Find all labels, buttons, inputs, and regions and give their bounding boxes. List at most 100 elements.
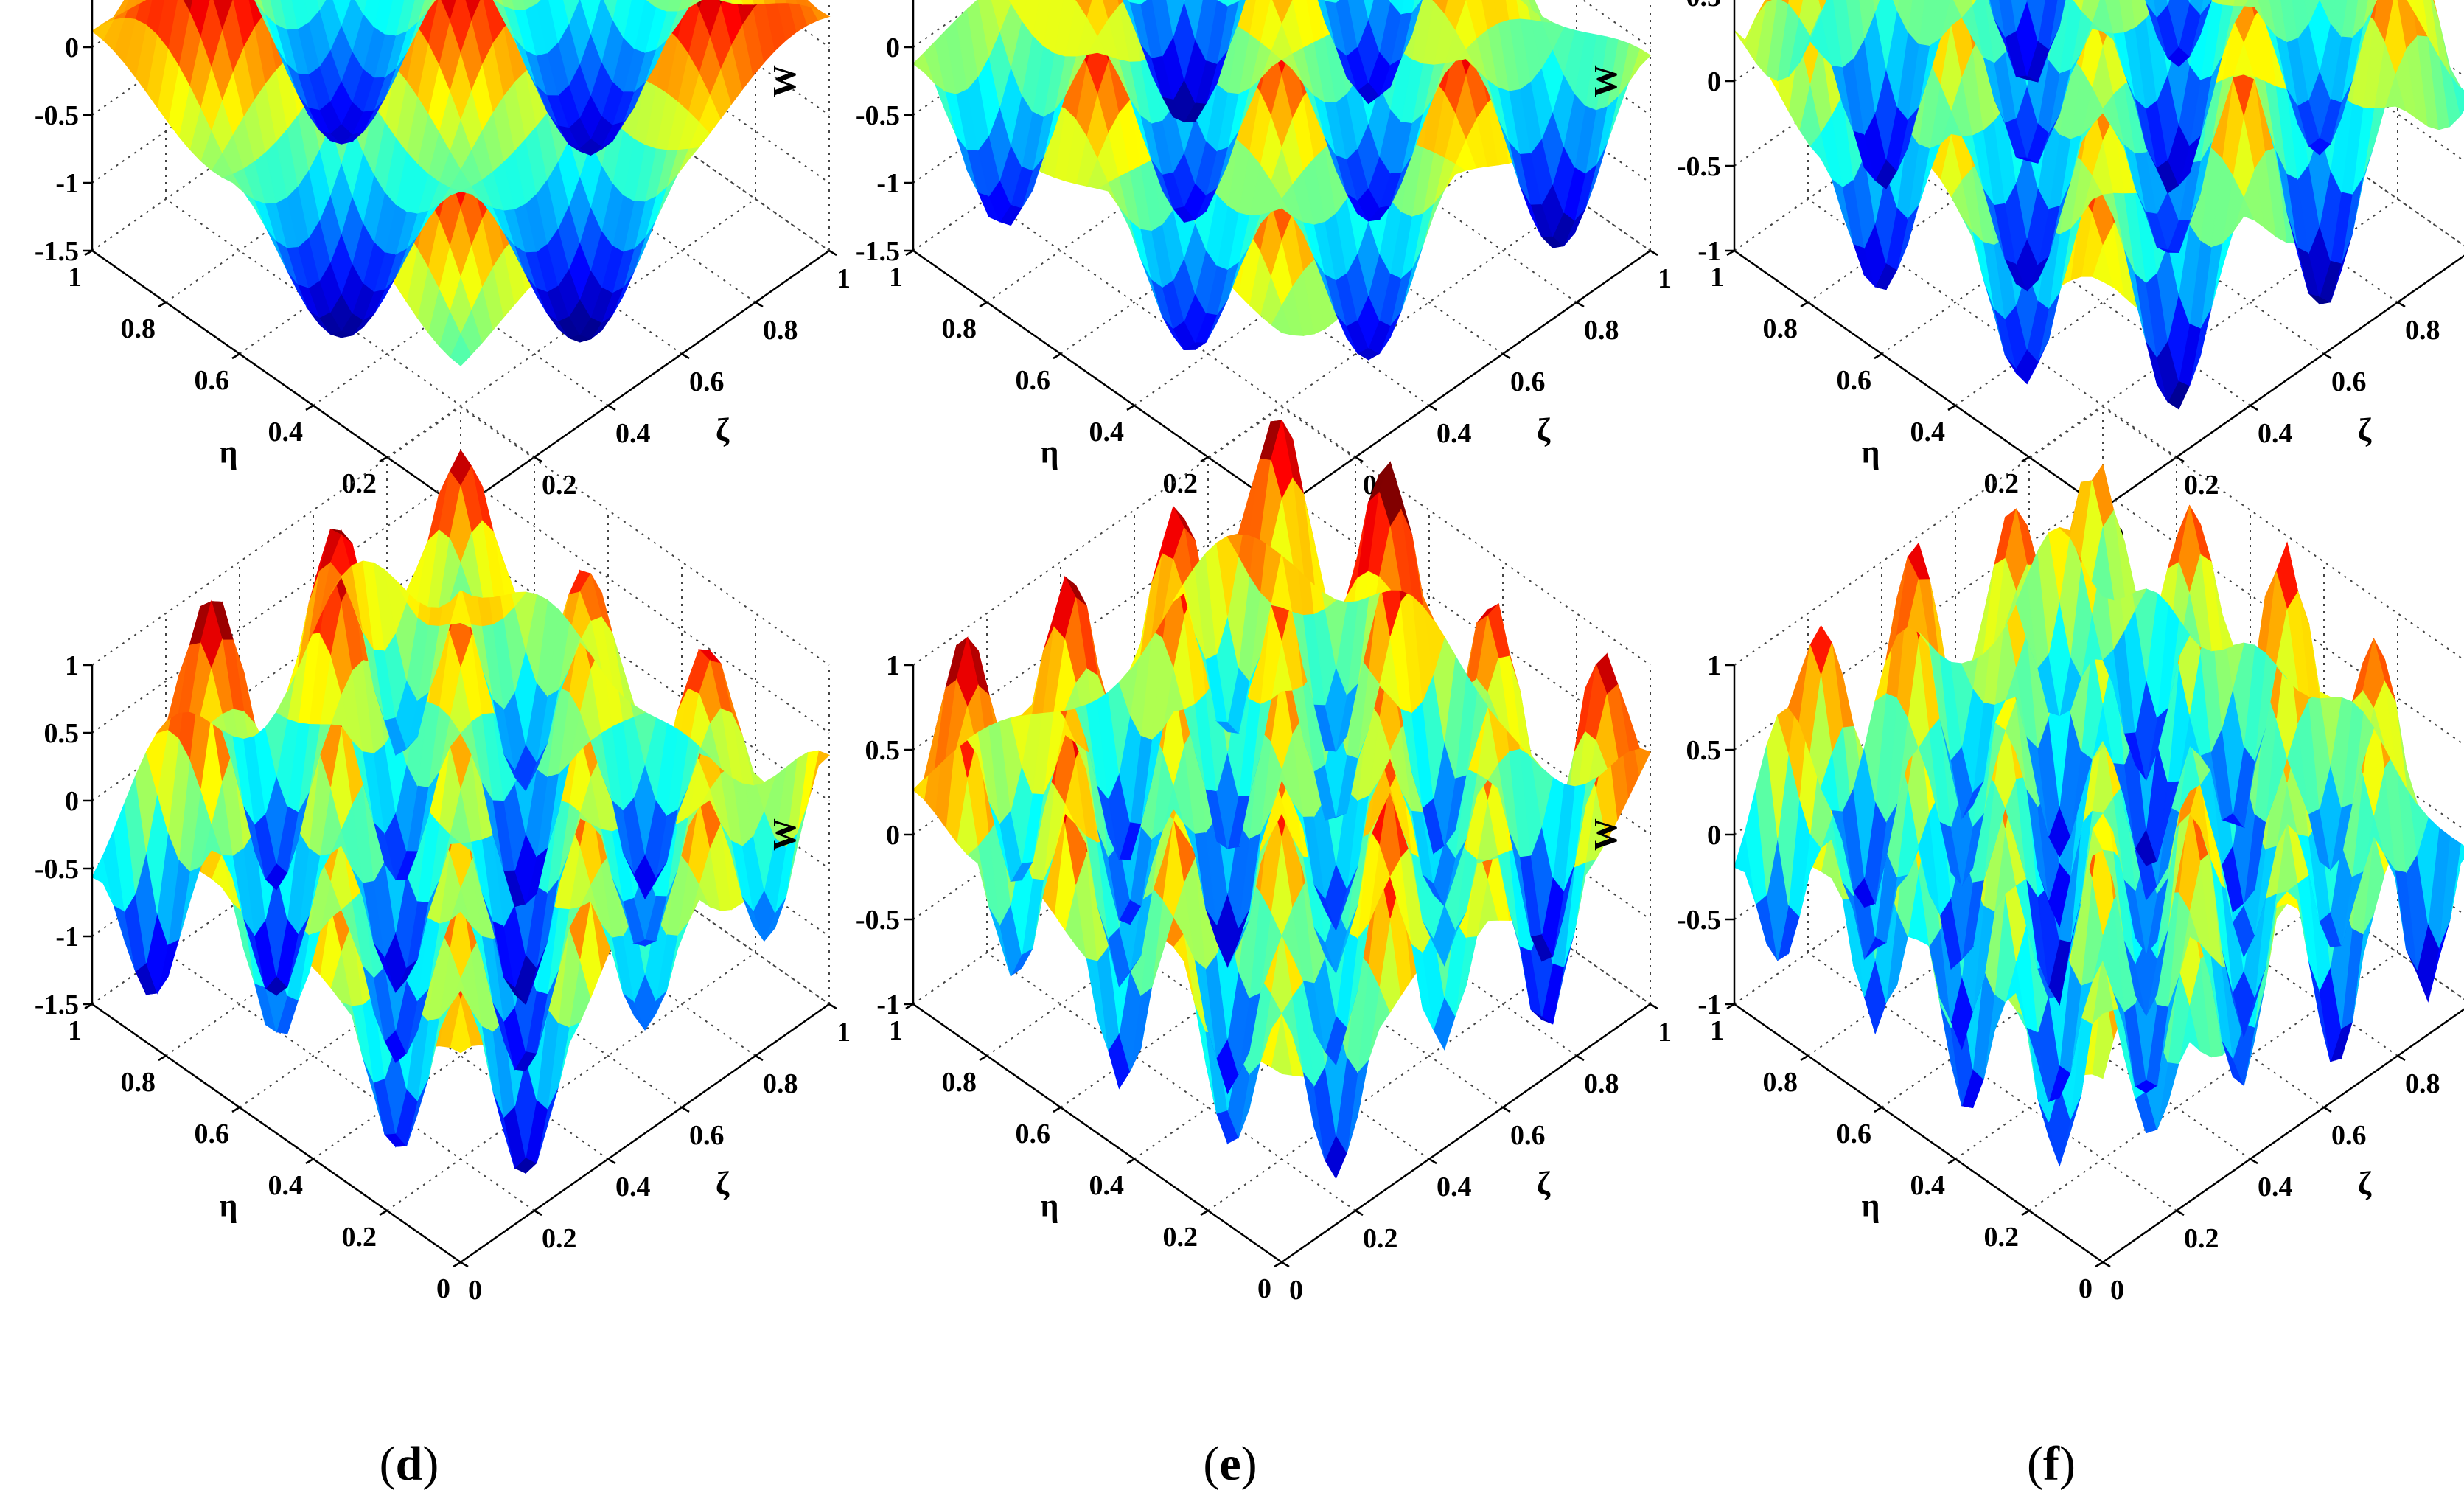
zeta-tick-mark — [2323, 352, 2332, 360]
w-tick-label: -0.5 — [1677, 151, 1721, 182]
eta-tick-mark — [231, 352, 240, 360]
w-tick-label: -1.5 — [35, 236, 79, 267]
zeta-tick-label: 0.8 — [1584, 315, 1619, 346]
surface-facet — [563, 0, 579, 25]
w-tick-label: 0 — [886, 32, 900, 63]
w-tick-label: -1.5 — [856, 236, 900, 267]
panel-d: 000.20.20.40.40.60.60.80.811-1.5-1-0.500… — [35, 406, 851, 1491]
w-tick-label: -1 — [1697, 236, 1721, 267]
surface-facet — [134, 0, 147, 7]
surface-facet — [291, 0, 310, 29]
surface-facet — [394, 0, 415, 36]
zeta-tick-mark — [2250, 404, 2258, 411]
surface — [912, 0, 1651, 361]
grid-line — [239, 147, 609, 406]
eta-tick-label: 1 — [68, 262, 82, 293]
zeta-axis-line — [460, 249, 830, 510]
w-tick-label: 0.5 — [44, 718, 80, 749]
zeta-tick-label: 0.8 — [2405, 315, 2440, 346]
surface — [912, 420, 1651, 1180]
eta-tick-mark — [1800, 301, 1809, 308]
w-tick-label: 0 — [65, 786, 79, 817]
w-tick-label: -1 — [55, 922, 79, 953]
w-tick-label: -0.5 — [35, 100, 79, 131]
w-tick-label: -0.5 — [856, 100, 900, 131]
eta-tick-label: 0.4 — [1089, 417, 1125, 448]
panel-caption: (d) — [380, 1437, 439, 1491]
eta-tick-mark — [379, 456, 388, 463]
zeta-tick-label: 0.6 — [1510, 366, 1546, 397]
w-tick-label: 0.5 — [1686, 0, 1722, 13]
eta-tick-mark — [305, 404, 314, 411]
surface-facet — [449, 0, 472, 53]
zeta-tick-mark — [755, 1054, 764, 1062]
surface-facet — [200, 0, 223, 67]
zeta-tick-mark — [828, 249, 837, 257]
surface-facet — [764, 0, 786, 52]
eta-tick-label: 0.6 — [195, 365, 230, 396]
zeta-tick-mark — [1576, 301, 1585, 308]
eta-tick-mark — [158, 1054, 167, 1062]
zeta-tick-mark — [607, 404, 616, 411]
surface-facet — [495, 0, 505, 7]
grid-line — [1207, 198, 1577, 458]
eta-tick-mark — [231, 1106, 240, 1113]
zeta-axis-label: ζ — [716, 412, 730, 448]
eta-tick-label: 0 — [436, 1273, 450, 1304]
surface-facet — [427, 0, 450, 66]
surface-facet — [280, 0, 299, 30]
surface-facet — [753, 0, 776, 63]
zeta-tick-label: 0.6 — [689, 366, 725, 397]
zeta-axis-label: ζ — [716, 1166, 730, 1202]
surface-facet — [677, 0, 694, 12]
surface-facet — [655, 0, 670, 12]
eta-tick-label: 0.2 — [1163, 468, 1198, 499]
grid-line — [91, 0, 355, 184]
eta-tick-mark — [158, 301, 167, 308]
w-tick-label: -1 — [876, 168, 900, 199]
eta-tick-label: 0.8 — [121, 313, 156, 344]
panel-b: 000.20.20.40.40.60.60.80.811-1.5-1-0.500… — [767, 0, 1672, 737]
grid-line — [1060, 147, 1430, 406]
grid-line — [1134, 147, 1504, 406]
surface-facet — [270, 0, 288, 30]
surface-facet — [603, 0, 618, 21]
surface-facet — [465, 0, 481, 21]
eta-tick-mark — [1053, 352, 1061, 360]
zeta-tick-mark — [2397, 301, 2406, 308]
grid-line — [386, 43, 756, 303]
eta-tick-mark — [1874, 352, 1882, 360]
zeta-tick-mark — [681, 1106, 690, 1113]
eta-tick-label: 0.4 — [268, 417, 304, 448]
surface-facet — [384, 0, 405, 36]
caption-letter: d — [396, 1437, 423, 1491]
eta-tick-mark — [1126, 404, 1135, 411]
surface-facet — [304, 0, 321, 23]
w-tick-label: 1 — [65, 650, 79, 681]
zeta-tick-label: 1 — [837, 1017, 851, 1048]
zeta-tick-mark — [1428, 404, 1437, 411]
grid-line — [91, 0, 452, 251]
zeta-tick-mark — [607, 1158, 616, 1165]
surface-facet — [183, 0, 193, 12]
eta-axis-label: η — [220, 434, 238, 470]
surface-facet — [405, 0, 425, 32]
grid-line — [1060, 95, 1430, 355]
grid-line — [165, 198, 535, 458]
surface-facet — [720, 0, 744, 46]
eta-axis-label: η — [1862, 434, 1880, 470]
eta-tick-label: 0.2 — [1984, 468, 2020, 499]
surface-facet — [646, 0, 658, 8]
surface — [91, 0, 831, 366]
zeta-tick-mark — [828, 1003, 837, 1010]
w-tick-label: 0 — [1707, 66, 1721, 97]
eta-axis-line — [91, 249, 461, 510]
eta-tick-label: 0.4 — [1910, 417, 1946, 448]
surface-facet — [612, 0, 632, 38]
eta-axis-label: η — [220, 1188, 238, 1224]
surface-facet — [788, 0, 809, 33]
surface-facet — [362, 0, 381, 28]
w-tick-label: -1 — [55, 168, 79, 199]
surface-facet — [441, 0, 456, 21]
